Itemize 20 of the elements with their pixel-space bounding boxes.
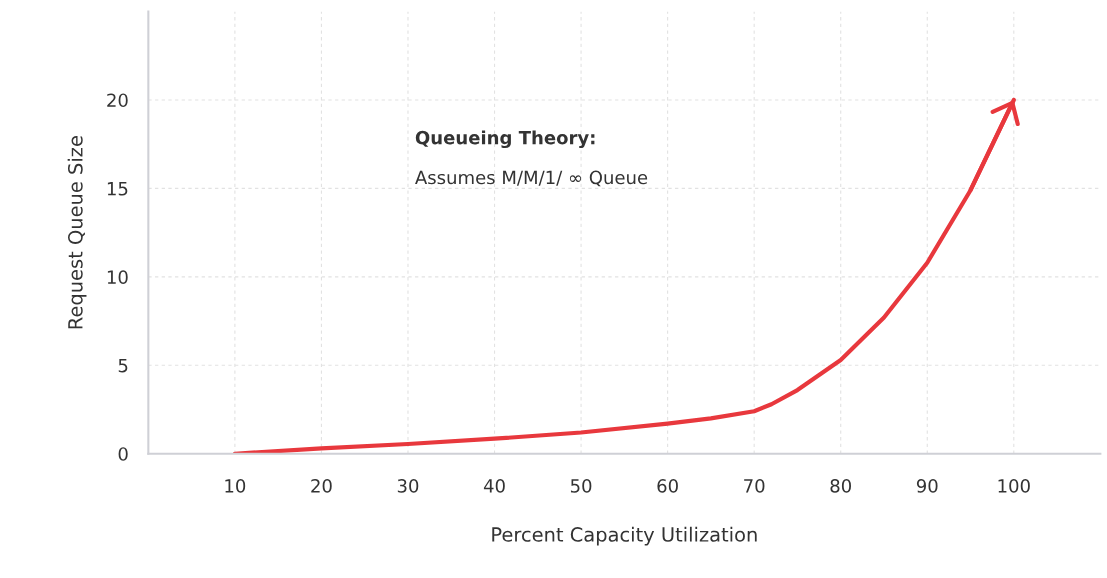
x-tick-label: 90 xyxy=(916,479,938,493)
x-tick-label: 50 xyxy=(570,479,592,493)
x-axis-title: Percent Capacity Utilization xyxy=(492,526,757,546)
x-tick-label: 70 xyxy=(744,479,765,493)
y-tick-label: 20 xyxy=(107,93,128,108)
x-tick-label: 20 xyxy=(311,479,332,493)
annotation: Queueing Theory: xyxy=(415,130,595,149)
x-tick-label: 100 xyxy=(998,479,1030,493)
x-tick-label: 60 xyxy=(657,479,678,493)
x-tick-label: 80 xyxy=(830,479,851,493)
y-tick-label: 5 xyxy=(118,358,128,373)
y-tick-label: 0 xyxy=(118,447,128,461)
x-tick-label: 30 xyxy=(397,479,419,493)
y-tick-label: 10 xyxy=(107,270,128,284)
x-tick-label: 40 xyxy=(483,479,505,493)
line-series xyxy=(232,97,1016,454)
x-tick-label: 10 xyxy=(225,479,246,493)
y-axis-title: Request Queue Size xyxy=(67,136,87,329)
annotation: Assumes M/M/1/ ∞ Queue xyxy=(415,170,648,187)
y-tick-label: 15 xyxy=(107,182,128,196)
